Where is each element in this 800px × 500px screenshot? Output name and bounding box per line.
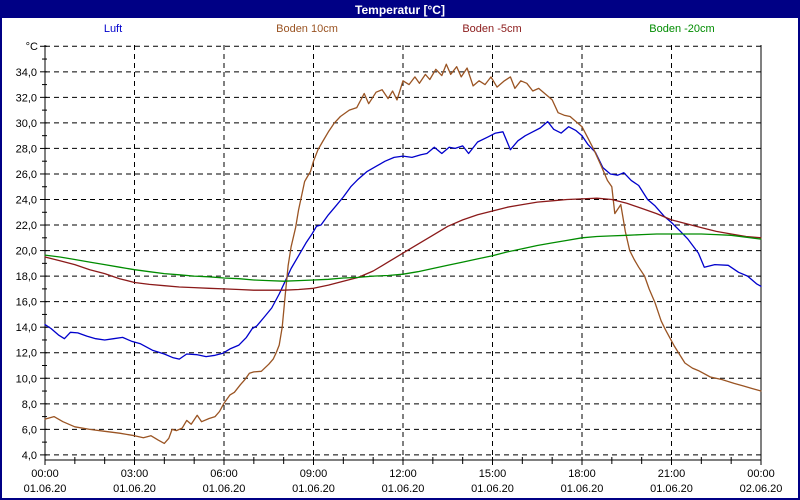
svg-text:30,0: 30,0 [16, 118, 37, 130]
svg-text:01.06.20: 01.06.20 [382, 483, 425, 495]
svg-text:12:00: 12:00 [389, 468, 417, 480]
svg-text:09:00: 09:00 [300, 468, 328, 480]
legend-item-boden-10cm: Boden 10cm [276, 23, 338, 35]
svg-text:06:00: 06:00 [210, 468, 238, 480]
svg-text:15:00: 15:00 [479, 468, 507, 480]
window-title: Temperatur [°C] [355, 3, 445, 17]
title-bar: Temperatur [°C] [2, 2, 798, 18]
svg-text:18,0: 18,0 [16, 271, 37, 283]
svg-text:01.06.20: 01.06.20 [203, 483, 246, 495]
svg-text:01.06.20: 01.06.20 [471, 483, 514, 495]
svg-text:°C: °C [26, 41, 38, 53]
svg-text:03:00: 03:00 [121, 468, 149, 480]
svg-text:22,0: 22,0 [16, 220, 37, 232]
svg-text:24,0: 24,0 [16, 195, 37, 207]
svg-text:21:00: 21:00 [658, 468, 686, 480]
svg-text:00:00: 00:00 [31, 468, 59, 480]
svg-text:6,0: 6,0 [22, 424, 37, 436]
svg-text:20,0: 20,0 [16, 246, 37, 258]
svg-text:26,0: 26,0 [16, 169, 37, 181]
svg-text:28,0: 28,0 [16, 143, 37, 155]
svg-text:8,0: 8,0 [22, 399, 37, 411]
legend-item-luft: Luft [103, 23, 123, 35]
svg-text:4,0: 4,0 [22, 450, 37, 462]
legend-item-boden-minus5cm: Boden -5cm [462, 23, 522, 35]
svg-text:34,0: 34,0 [16, 67, 37, 79]
svg-text:01.06.20: 01.06.20 [292, 483, 335, 495]
svg-text:16,0: 16,0 [16, 297, 37, 309]
svg-text:01.06.20: 01.06.20 [113, 483, 156, 495]
svg-text:00:00: 00:00 [747, 468, 775, 480]
svg-text:32,0: 32,0 [16, 92, 37, 104]
svg-text:18:00: 18:00 [568, 468, 596, 480]
legend-item-boden-minus20cm: Boden -20cm [649, 23, 715, 35]
svg-text:10,0: 10,0 [16, 373, 37, 385]
svg-text:01.06.20: 01.06.20 [561, 483, 604, 495]
svg-text:02.06.20: 02.06.20 [740, 483, 783, 495]
svg-text:12,0: 12,0 [16, 348, 37, 360]
svg-text:14,0: 14,0 [16, 322, 37, 334]
svg-text:01.06.20: 01.06.20 [650, 483, 693, 495]
svg-text:01.06.20: 01.06.20 [24, 483, 67, 495]
